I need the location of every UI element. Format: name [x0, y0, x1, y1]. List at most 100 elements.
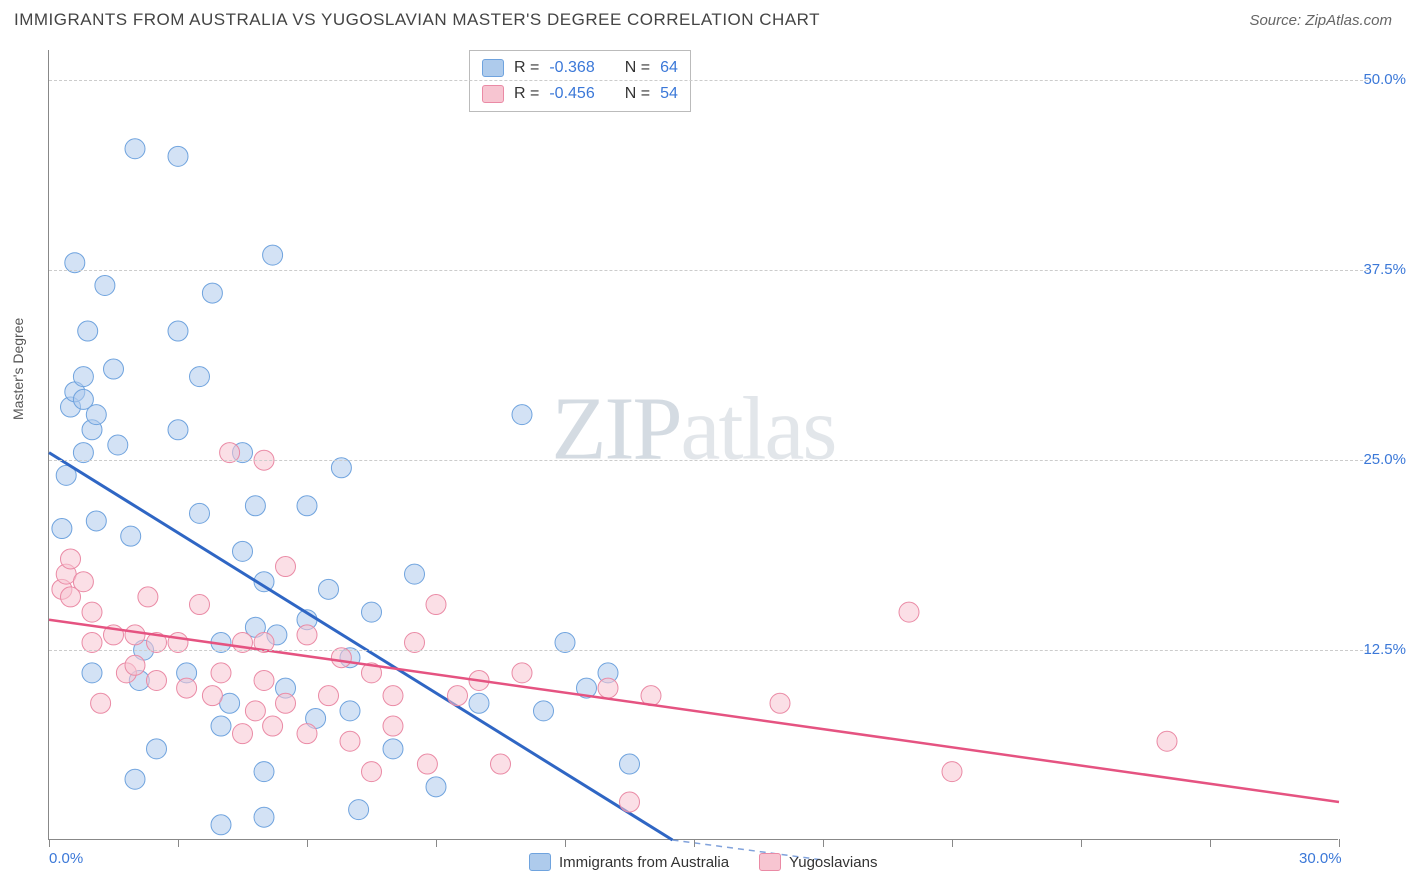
data-point	[620, 792, 640, 812]
data-point	[104, 359, 124, 379]
legend-swatch-icon	[482, 59, 504, 77]
data-point	[91, 693, 111, 713]
data-point	[211, 815, 231, 835]
data-point	[349, 800, 369, 820]
data-point	[233, 724, 253, 744]
data-point	[383, 716, 403, 736]
ytick-label: 12.5%	[1346, 641, 1406, 658]
data-point	[340, 701, 360, 721]
data-point	[899, 602, 919, 622]
data-point	[86, 511, 106, 531]
data-point	[202, 283, 222, 303]
data-point	[620, 754, 640, 774]
data-point	[78, 321, 98, 341]
data-point	[263, 245, 283, 265]
legend-swatch-icon	[529, 853, 551, 871]
xtick-mark	[694, 839, 695, 847]
data-point	[362, 762, 382, 782]
data-point	[254, 762, 274, 782]
data-point	[254, 670, 274, 690]
n-label: N =	[625, 81, 650, 107]
data-point	[211, 663, 231, 683]
ytick-label: 50.0%	[1346, 71, 1406, 88]
data-point	[73, 367, 93, 387]
data-point	[190, 367, 210, 387]
xtick-mark	[1339, 839, 1340, 847]
trend-line	[49, 620, 1339, 802]
data-point	[1157, 731, 1177, 751]
stats-row: R =-0.368N =64	[482, 55, 678, 81]
source-credit: Source: ZipAtlas.com	[1249, 12, 1392, 29]
gridline	[49, 460, 1368, 461]
xtick-mark	[436, 839, 437, 847]
data-point	[52, 519, 72, 539]
chart-title: IMMIGRANTS FROM AUSTRALIA VS YUGOSLAVIAN…	[14, 10, 820, 30]
data-point	[276, 557, 296, 577]
xtick-label: 0.0%	[49, 850, 83, 867]
data-point	[426, 777, 446, 797]
data-point	[177, 678, 197, 698]
xtick-mark	[307, 839, 308, 847]
data-point	[202, 686, 222, 706]
data-point	[138, 587, 158, 607]
data-point	[108, 435, 128, 455]
r-label: R =	[514, 81, 539, 107]
legend-item: Immigrants from Australia	[529, 853, 729, 871]
data-point	[319, 579, 339, 599]
xtick-mark	[952, 839, 953, 847]
data-point	[61, 549, 81, 569]
legend-swatch-icon	[482, 85, 504, 103]
data-point	[82, 602, 102, 622]
data-point	[319, 686, 339, 706]
r-value: -0.368	[549, 55, 594, 81]
data-point	[254, 807, 274, 827]
data-point	[168, 420, 188, 440]
plot-area: ZIPatlas R =-0.368N =64R =-0.456N =54 Im…	[48, 50, 1338, 840]
data-point	[263, 716, 283, 736]
data-point	[448, 686, 468, 706]
data-point	[297, 496, 317, 516]
data-point	[190, 503, 210, 523]
data-point	[211, 716, 231, 736]
data-point	[245, 496, 265, 516]
data-point	[73, 572, 93, 592]
data-point	[86, 405, 106, 425]
xtick-mark	[178, 839, 179, 847]
scatter-svg	[49, 50, 1338, 839]
data-point	[297, 724, 317, 744]
n-label: N =	[625, 55, 650, 81]
data-point	[383, 739, 403, 759]
xtick-mark	[565, 839, 566, 847]
data-point	[426, 595, 446, 615]
data-point	[125, 655, 145, 675]
xtick-label: 30.0%	[1299, 850, 1342, 867]
data-point	[276, 693, 296, 713]
data-point	[383, 686, 403, 706]
data-point	[417, 754, 437, 774]
data-point	[491, 754, 511, 774]
stats-row: R = -0.456 N = 54	[482, 81, 678, 107]
data-point	[147, 670, 167, 690]
gridline	[49, 650, 1368, 651]
gridline	[49, 80, 1368, 81]
data-point	[147, 739, 167, 759]
data-point	[125, 769, 145, 789]
data-point	[168, 321, 188, 341]
data-point	[125, 139, 145, 159]
ytick-label: 25.0%	[1346, 451, 1406, 468]
series-legend: Immigrants from AustraliaYugoslavians	[529, 853, 877, 871]
data-point	[512, 663, 532, 683]
n-value: 54	[660, 81, 678, 107]
xtick-mark	[823, 839, 824, 847]
data-point	[942, 762, 962, 782]
ytick-label: 37.5%	[1346, 261, 1406, 278]
data-point	[121, 526, 141, 546]
data-point	[770, 693, 790, 713]
data-point	[297, 625, 317, 645]
data-point	[190, 595, 210, 615]
data-point	[233, 541, 253, 561]
xtick-mark	[1081, 839, 1082, 847]
data-point	[125, 625, 145, 645]
r-value: -0.456	[549, 81, 594, 107]
legend-label: Immigrants from Australia	[559, 854, 729, 871]
